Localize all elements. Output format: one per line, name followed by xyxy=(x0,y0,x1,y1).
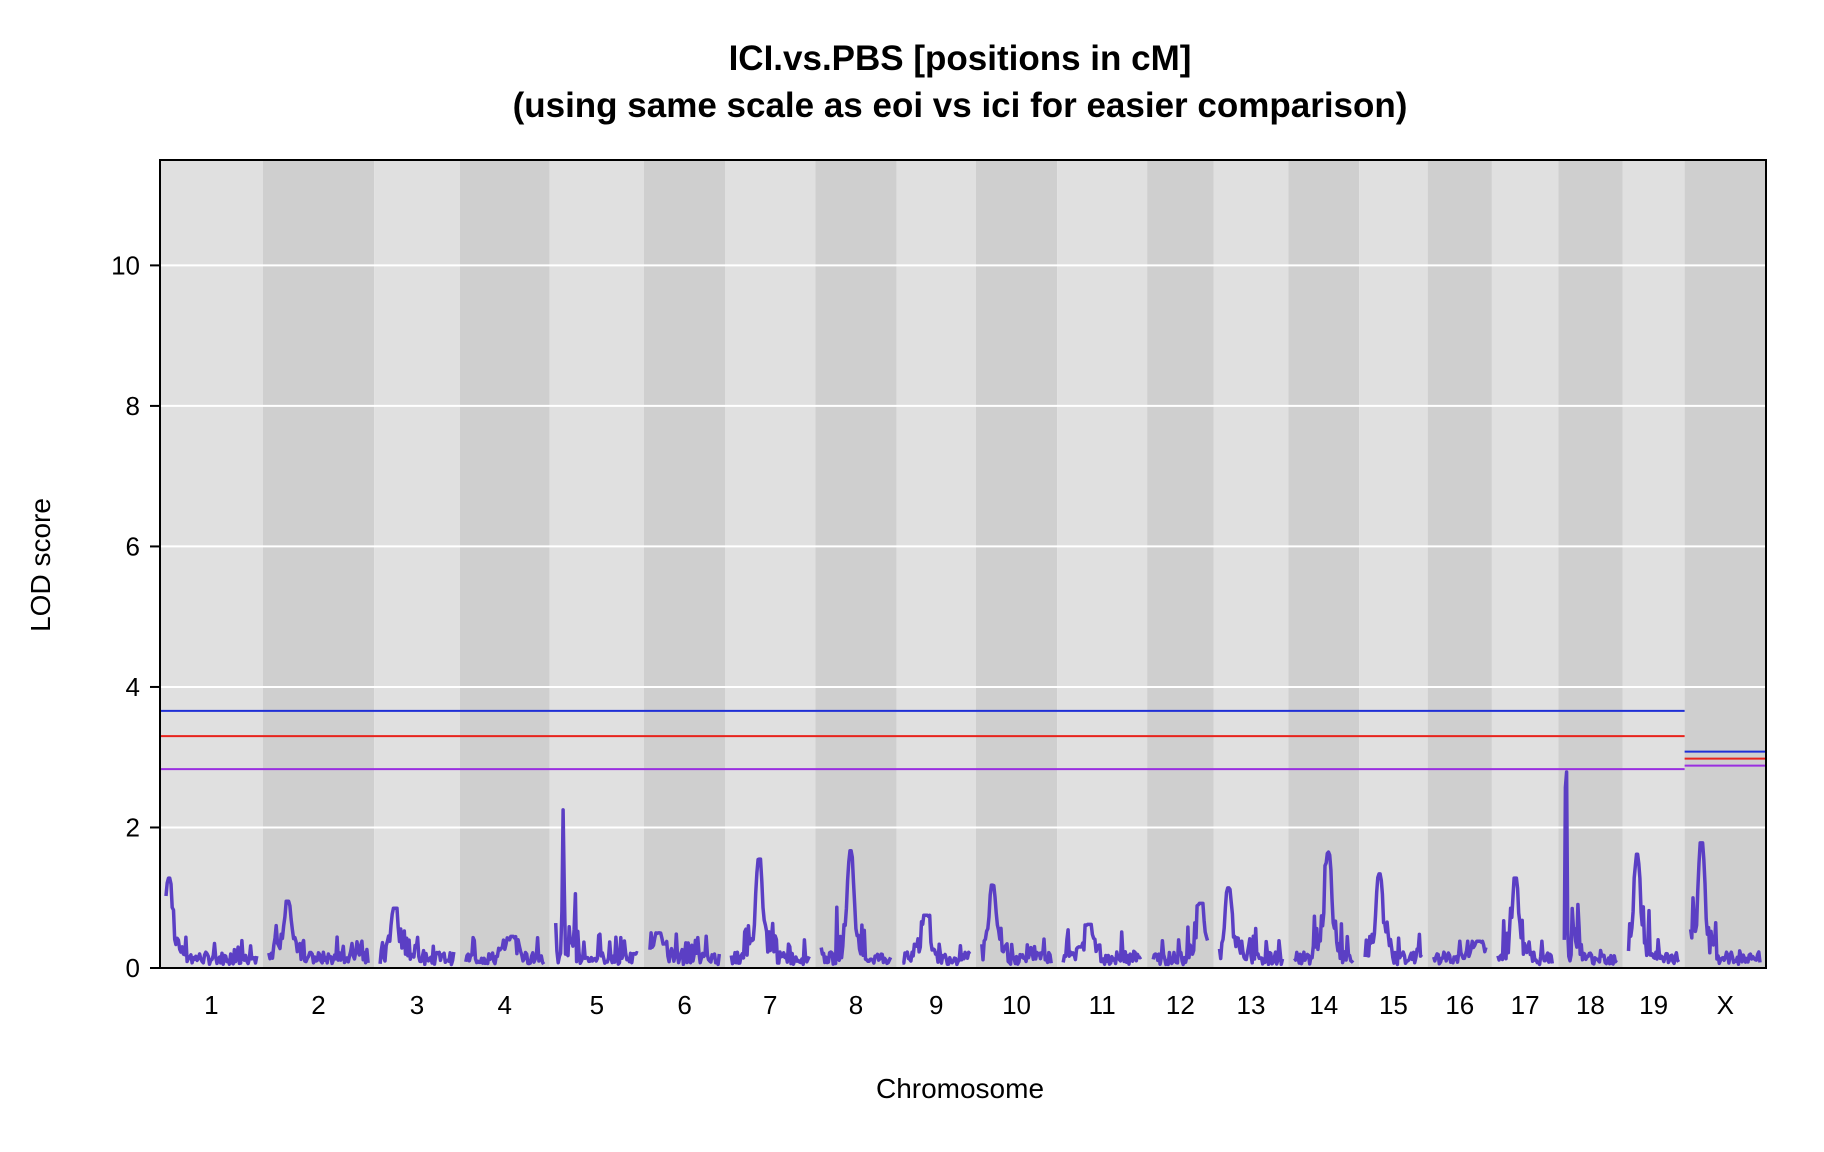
band-chr-1 xyxy=(160,160,263,968)
y-tick-label-2: 2 xyxy=(126,812,140,842)
lod-curve-chr-1 xyxy=(164,876,259,966)
band-chr-10 xyxy=(975,160,1058,968)
band-chr-16 xyxy=(1427,160,1492,968)
y-tick-label-10: 10 xyxy=(111,250,140,280)
chart-title: ICI.vs.PBS [positions in cM] xyxy=(729,39,1192,78)
band-chr-11 xyxy=(1057,160,1148,968)
band-chr-13 xyxy=(1213,160,1289,968)
x-tick-label-chr-13: 13 xyxy=(1237,990,1266,1020)
plot-frame xyxy=(159,159,1767,969)
y-tick-label-6: 6 xyxy=(126,531,140,561)
band-chr-X xyxy=(1684,160,1766,968)
band-chr-19 xyxy=(1622,160,1685,968)
lod-curve-chr-2 xyxy=(267,899,370,966)
band-chr-5 xyxy=(549,160,644,968)
x-tick-label-chr-3: 3 xyxy=(410,990,424,1020)
x-tick-label-chr-12: 12 xyxy=(1166,990,1195,1020)
x-tick-label-chr-10: 10 xyxy=(1002,990,1031,1020)
lod-curve-chr-10 xyxy=(980,883,1053,966)
x-tick-label-chr-15: 15 xyxy=(1379,990,1408,1020)
y-tick-label-8: 8 xyxy=(126,391,140,421)
x-tick-label-chr-8: 8 xyxy=(849,990,863,1020)
x-tick-label-chr-4: 4 xyxy=(498,990,512,1020)
band-chr-2 xyxy=(262,160,375,968)
y-axis-label: LOD score xyxy=(25,498,56,632)
lod-curve-chr-13 xyxy=(1217,886,1285,967)
lod-curve-chr-16 xyxy=(1432,939,1488,966)
band-chr-12 xyxy=(1147,160,1214,968)
x-tick-label-chr-14: 14 xyxy=(1309,990,1338,1020)
lod-curve-chr-X xyxy=(1688,841,1762,966)
band-chr-4 xyxy=(459,160,550,968)
x-tick-label-chr-5: 5 xyxy=(590,990,604,1020)
y-tick-label-0: 0 xyxy=(126,953,140,983)
lod-curve-chr-5 xyxy=(553,808,639,966)
lod-curve-chr-17 xyxy=(1496,876,1555,967)
band-chr-17 xyxy=(1491,160,1559,968)
lod-curve-chr-15 xyxy=(1363,872,1424,967)
y-tick-label-4: 4 xyxy=(126,672,140,702)
lod-curve-chr-3 xyxy=(378,906,456,967)
x-tick-label-chr-X: X xyxy=(1717,990,1734,1020)
band-chr-6 xyxy=(643,160,726,968)
x-tick-label-chr-6: 6 xyxy=(677,990,691,1020)
y-axis-ticks: 0 2 4 6 8 10 xyxy=(111,250,160,983)
band-chr-18 xyxy=(1558,160,1623,968)
x-axis-ticks: 1 2 3 4 5 6 7 8 9 10 11 12 13 14 15 16 17 18 19 X xyxy=(204,990,1734,1020)
band-chr-9 xyxy=(896,160,976,968)
band-chr-14 xyxy=(1288,160,1360,968)
lod-curve-chr-4 xyxy=(464,934,546,966)
band-chr-7 xyxy=(725,160,816,968)
lod-curves xyxy=(164,770,1762,967)
lod-curve-chr-9 xyxy=(902,913,972,967)
x-tick-label-chr-2: 2 xyxy=(311,990,325,1020)
x-tick-label-chr-17: 17 xyxy=(1511,990,1540,1020)
x-tick-label-chr-16: 16 xyxy=(1445,990,1474,1020)
band-chr-15 xyxy=(1359,160,1428,968)
lod-curve-chr-11 xyxy=(1061,922,1143,967)
lod-curve-chr-14 xyxy=(1293,850,1355,966)
band-chr-8 xyxy=(815,160,897,968)
lod-curve-chr-19 xyxy=(1626,852,1681,966)
lod-curve-chr-6 xyxy=(648,931,722,967)
chromosome-bands xyxy=(160,160,1766,968)
lod-curve-chr-8 xyxy=(819,848,893,966)
lod-curve-chr-7 xyxy=(729,857,811,967)
chart-subtitle: (using same scale as eoi vs ici for easi… xyxy=(513,86,1408,125)
x-tick-label-chr-9: 9 xyxy=(929,990,943,1020)
x-tick-label-chr-7: 7 xyxy=(763,990,777,1020)
x-axis-label: Chromosome xyxy=(876,1073,1044,1104)
threshold-lines xyxy=(160,709,1766,771)
x-tick-label-chr-1: 1 xyxy=(204,990,218,1020)
band-chr-3 xyxy=(374,160,460,968)
x-tick-label-chr-11: 11 xyxy=(1089,990,1116,1020)
x-tick-label-chr-18: 18 xyxy=(1576,990,1605,1020)
lod-curve-chr-18 xyxy=(1562,770,1618,966)
x-tick-label-chr-19: 19 xyxy=(1639,990,1668,1020)
lod-curve-chr-12 xyxy=(1151,901,1210,967)
